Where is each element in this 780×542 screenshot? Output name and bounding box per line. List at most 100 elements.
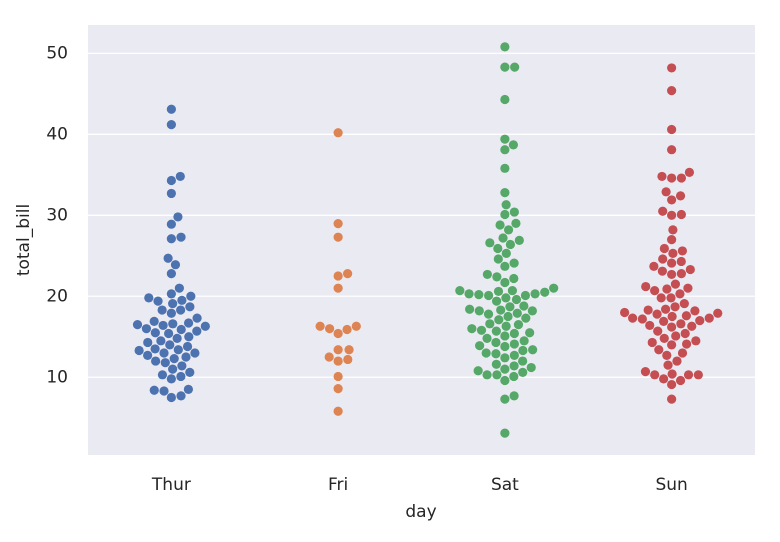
point	[333, 219, 343, 229]
y-tick-label: 40	[46, 124, 68, 144]
point	[464, 289, 474, 299]
point	[513, 320, 524, 330]
point	[495, 220, 505, 230]
point	[667, 258, 677, 268]
point	[482, 370, 492, 380]
point	[172, 333, 182, 343]
point	[184, 332, 194, 342]
point	[500, 42, 510, 52]
point	[643, 305, 653, 315]
point	[637, 314, 647, 324]
point	[659, 374, 669, 384]
point	[667, 322, 677, 332]
point	[500, 353, 510, 363]
point	[492, 296, 502, 306]
point	[166, 289, 176, 299]
point	[704, 313, 714, 323]
point	[333, 271, 343, 281]
point	[166, 374, 176, 384]
point	[508, 140, 518, 150]
point	[481, 348, 491, 358]
point	[510, 62, 520, 72]
point	[662, 350, 672, 360]
point	[163, 253, 173, 263]
point	[500, 163, 510, 173]
point	[667, 124, 677, 135]
point	[500, 188, 510, 198]
point	[185, 367, 195, 378]
point	[676, 256, 686, 267]
point	[505, 302, 515, 312]
point	[681, 339, 692, 349]
point	[521, 313, 531, 323]
point	[324, 352, 334, 362]
point	[663, 360, 673, 370]
point	[667, 369, 677, 379]
point	[640, 366, 651, 377]
point	[620, 307, 630, 318]
point	[168, 364, 178, 374]
point	[169, 354, 179, 364]
point	[485, 238, 495, 248]
y-axis-label: total_bill	[14, 204, 34, 276]
point	[467, 324, 477, 334]
point	[168, 298, 178, 309]
point	[677, 348, 688, 358]
point	[315, 321, 325, 331]
point	[149, 316, 159, 326]
point	[660, 304, 671, 314]
point	[491, 326, 501, 336]
point	[500, 428, 510, 438]
point	[498, 233, 508, 243]
point	[657, 171, 667, 182]
point	[509, 258, 519, 268]
point	[164, 328, 174, 339]
point	[160, 358, 170, 368]
point	[474, 306, 484, 316]
point	[667, 394, 677, 404]
point	[677, 246, 687, 256]
point	[200, 321, 210, 331]
point	[492, 370, 502, 380]
point	[680, 328, 690, 339]
point	[518, 367, 528, 378]
point	[652, 309, 662, 319]
point	[670, 302, 680, 312]
point	[667, 269, 677, 280]
point	[713, 308, 723, 318]
point	[628, 313, 638, 323]
point	[650, 286, 660, 296]
point	[333, 345, 343, 355]
point	[176, 305, 186, 315]
x-tick-label: Sat	[491, 475, 519, 495]
y-tick-label: 30	[46, 205, 68, 225]
point	[156, 336, 166, 346]
point	[492, 272, 502, 282]
point	[500, 394, 510, 404]
point	[176, 232, 186, 242]
point	[134, 345, 144, 356]
point	[153, 296, 163, 306]
point	[527, 306, 537, 316]
point	[333, 356, 343, 366]
point	[511, 294, 522, 305]
point	[649, 261, 659, 271]
point	[150, 344, 160, 354]
point	[518, 345, 528, 356]
point	[666, 293, 676, 303]
point	[157, 305, 167, 315]
point	[496, 305, 506, 315]
point	[658, 206, 668, 216]
point	[500, 145, 510, 155]
point	[333, 128, 343, 138]
point	[150, 328, 160, 338]
point	[526, 362, 536, 373]
point	[519, 301, 529, 311]
point	[667, 234, 677, 245]
point	[176, 391, 186, 401]
point	[484, 290, 494, 301]
point	[333, 328, 343, 339]
point	[500, 261, 510, 271]
point	[177, 295, 187, 305]
point	[177, 361, 187, 371]
